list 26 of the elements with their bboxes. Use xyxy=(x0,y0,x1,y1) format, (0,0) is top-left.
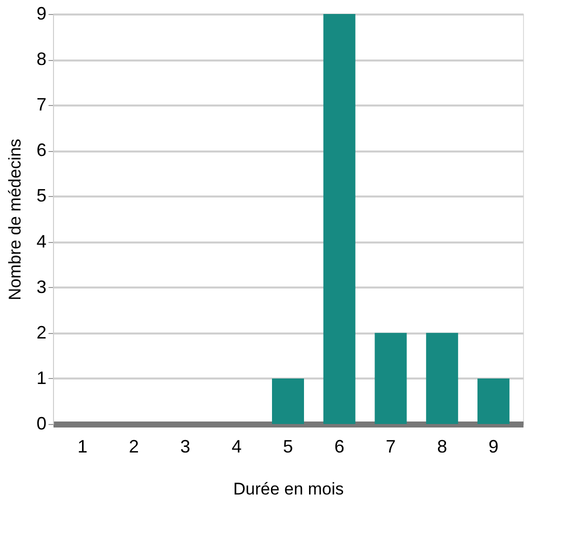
x-axis-title: Durée en mois xyxy=(233,480,344,498)
y-axis-title: Nombre de médecins xyxy=(5,138,24,300)
x-tick-label: 8 xyxy=(437,436,448,456)
y-tick-label: 9 xyxy=(36,4,46,24)
x-tick-label: 5 xyxy=(282,436,294,456)
y-tick-label: 7 xyxy=(36,94,46,115)
y-tick-label: 0 xyxy=(36,414,46,434)
x-tick-label: 9 xyxy=(488,436,498,456)
x-tick-label: 3 xyxy=(180,436,190,456)
bar xyxy=(374,332,407,424)
y-tick-label: 3 xyxy=(36,276,46,297)
bar xyxy=(323,14,356,424)
x-tick-label: 2 xyxy=(128,436,139,456)
x-tick-label: 7 xyxy=(386,436,396,456)
x-tick-label: 1 xyxy=(78,436,88,456)
x-tick-label: 4 xyxy=(232,436,242,456)
y-tick-label: 5 xyxy=(36,186,46,206)
x-tick-label: 6 xyxy=(334,436,344,456)
bar xyxy=(272,378,304,424)
y-tick-label: 6 xyxy=(36,140,46,160)
y-tick-label: 1 xyxy=(36,368,46,388)
bar xyxy=(477,378,510,424)
y-tick-label: 2 xyxy=(36,322,46,342)
bar xyxy=(426,332,458,424)
y-tick-label: 8 xyxy=(36,49,46,70)
y-tick-label: 4 xyxy=(36,231,46,252)
